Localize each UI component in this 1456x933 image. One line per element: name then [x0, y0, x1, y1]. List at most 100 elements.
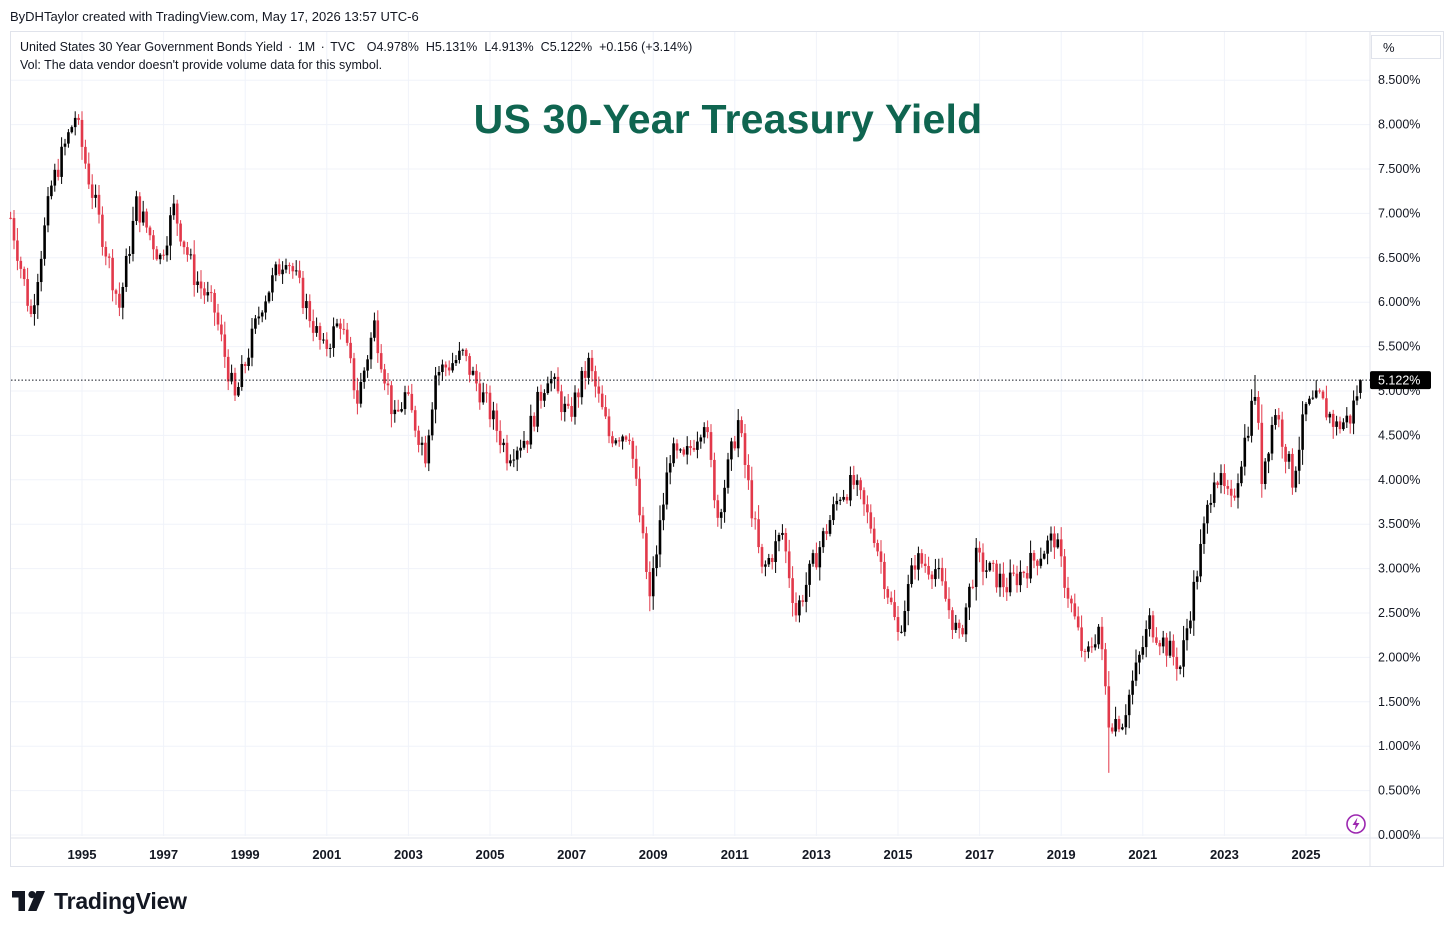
candle — [1236, 473, 1240, 509]
y-axis[interactable]: 0.000% 0.500% 1.000% 1.500% 2.000% 2.500% 3.00… — [1378, 73, 1420, 842]
candle-body — [981, 552, 985, 572]
y-tick-label: 4.500% — [1378, 428, 1420, 442]
tradingview-brand[interactable]: TradingView — [12, 886, 187, 916]
candle-body — [131, 220, 135, 254]
candle — [1202, 516, 1206, 554]
candle-body — [1212, 482, 1216, 503]
candle-body — [1025, 573, 1029, 579]
candle — [1039, 547, 1043, 569]
candle — [1189, 611, 1192, 634]
candle — [1348, 414, 1352, 434]
candle-body — [237, 386, 240, 396]
lightning-alert-icon[interactable] — [1345, 813, 1367, 835]
candle — [791, 566, 794, 617]
candle — [294, 260, 298, 276]
candle-body — [549, 379, 553, 384]
candle — [1280, 411, 1284, 459]
candle-body — [726, 459, 730, 488]
x-axis[interactable]: 1995 1997 1999 2001 2003 2005 2007 2009 2011 2013… — [68, 847, 1321, 862]
candle-body — [1345, 415, 1349, 423]
candle — [1304, 402, 1308, 422]
candle-body — [733, 441, 737, 449]
candle — [77, 114, 80, 125]
candle-body — [859, 480, 862, 491]
candle-body — [872, 528, 876, 543]
candle — [1195, 570, 1199, 590]
candle — [1083, 648, 1087, 662]
candle — [777, 532, 781, 552]
candle — [876, 539, 879, 557]
candle — [930, 571, 934, 589]
candle — [257, 306, 261, 325]
candle-body — [1117, 718, 1121, 730]
candle — [1042, 550, 1046, 560]
candle — [590, 349, 594, 382]
candle-body — [682, 449, 686, 455]
x-tick-label: 2017 — [965, 847, 994, 862]
candle-body — [335, 323, 339, 327]
symbol-name[interactable]: United States 30 Year Government Bonds Y… — [20, 40, 283, 54]
candle-body — [787, 551, 791, 579]
candle-body — [1039, 558, 1043, 566]
candle-body — [175, 203, 179, 224]
volume-note: Vol: The data vendor doesn't provide vol… — [20, 58, 383, 72]
candle — [1223, 464, 1226, 495]
candle-body — [1246, 435, 1250, 438]
candle-body — [1097, 626, 1100, 645]
candle-body — [454, 360, 458, 364]
candle-body — [498, 430, 502, 446]
y-tick-label: 5.500% — [1378, 340, 1420, 354]
candle — [597, 376, 601, 403]
candle — [226, 349, 230, 391]
candle-body — [920, 553, 924, 564]
interval-label[interactable]: 1M — [297, 40, 316, 54]
candle-body — [43, 225, 46, 259]
candle — [308, 294, 312, 328]
candle-body — [1076, 616, 1080, 628]
candle-body — [1280, 419, 1284, 447]
candle-body — [366, 359, 369, 371]
candle — [866, 495, 869, 524]
candle-body — [951, 610, 954, 630]
candle-body — [97, 194, 101, 215]
candle-body — [883, 561, 886, 590]
candle — [1308, 395, 1311, 406]
candle — [821, 527, 825, 553]
candle-body — [774, 541, 777, 563]
candle — [913, 554, 917, 580]
candle — [424, 435, 427, 468]
scale-unit-button[interactable]: % — [1371, 35, 1441, 59]
candle — [1138, 651, 1141, 675]
candle-body — [587, 357, 590, 378]
x-tick-label: 2013 — [802, 847, 831, 862]
candle — [169, 207, 172, 261]
candle-body — [1032, 552, 1036, 561]
x-tick-label: 2001 — [312, 847, 341, 862]
candle — [951, 607, 954, 640]
candle — [794, 592, 798, 622]
candle — [1090, 637, 1094, 653]
legend-line-main: United States 30 Year Government Bonds Y… — [20, 40, 693, 54]
candle-body — [934, 569, 937, 580]
candle-body — [991, 562, 995, 564]
candle-body — [451, 363, 454, 371]
candle-body — [339, 323, 342, 329]
candle-body — [22, 268, 26, 280]
candle — [944, 568, 947, 602]
candle — [427, 429, 431, 472]
candle-body — [400, 409, 403, 412]
candle-body — [1155, 637, 1158, 643]
candle-body — [913, 565, 917, 570]
candle — [410, 383, 414, 413]
candle — [1311, 390, 1315, 400]
candle-body — [80, 119, 84, 147]
candle-body — [1294, 470, 1298, 488]
candle-body — [138, 196, 142, 223]
candle — [1104, 642, 1107, 695]
candle-body — [458, 350, 461, 361]
candle-body — [192, 254, 196, 286]
candle — [1216, 480, 1219, 489]
candle-body — [529, 415, 533, 445]
y-tick-label: 3.000% — [1378, 562, 1420, 576]
